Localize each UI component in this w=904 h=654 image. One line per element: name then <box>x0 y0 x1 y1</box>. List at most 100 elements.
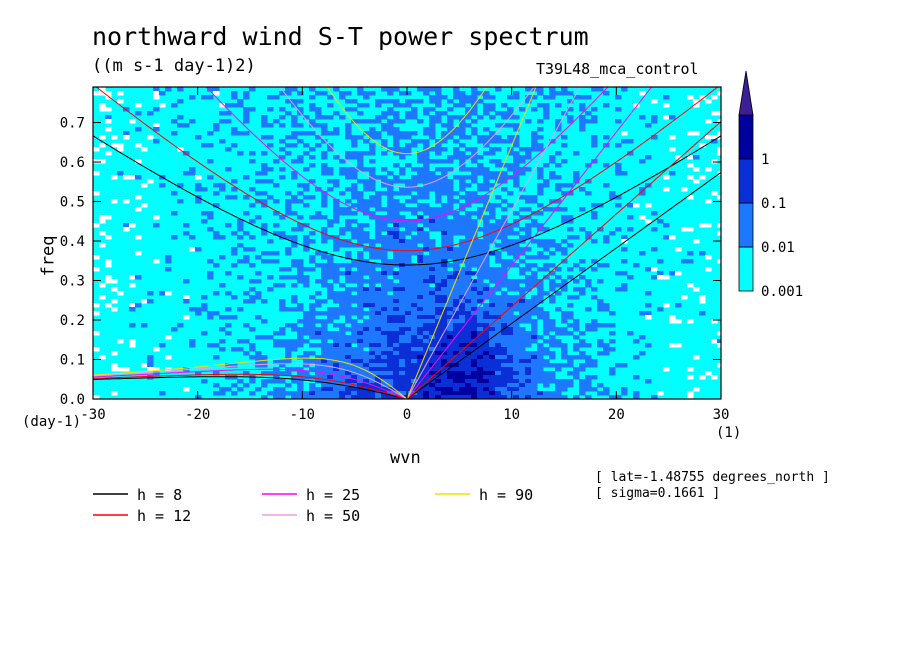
spectrum-cell <box>327 171 334 176</box>
spectrum-cell <box>237 223 244 228</box>
spectrum-cell <box>375 295 382 300</box>
spectrum-cell <box>489 339 496 344</box>
spectrum-cell <box>387 87 394 92</box>
spectrum-cell <box>537 143 544 148</box>
spectrum-cell <box>543 291 550 296</box>
spectrum-cell <box>99 295 106 300</box>
spectrum-cell <box>375 383 382 388</box>
spectrum-cell <box>105 119 112 124</box>
spectrum-cell <box>387 247 394 252</box>
spectrum-cell <box>297 379 304 384</box>
spectrum-cell <box>285 307 292 312</box>
spectrum-cell <box>297 227 304 232</box>
spectrum-cell <box>495 323 502 328</box>
spectrum-cell <box>309 391 316 396</box>
spectrum-cell <box>327 355 334 360</box>
spectrum-cell <box>177 199 184 204</box>
spectrum-cell <box>405 163 412 168</box>
spectrum-cell <box>243 323 250 328</box>
spectrum-cell <box>105 235 112 240</box>
spectrum-cell <box>447 119 454 124</box>
spectrum-cell <box>663 187 670 192</box>
spectrum-cell <box>441 167 448 172</box>
spectrum-cell <box>381 255 388 260</box>
spectrum-cell <box>357 375 364 380</box>
spectrum-cell <box>93 347 100 352</box>
spectrum-cell <box>231 231 238 236</box>
spectrum-cell <box>441 179 448 184</box>
spectrum-cell <box>483 323 490 328</box>
spectrum-cell <box>285 275 292 280</box>
spectrum-cell <box>303 275 310 280</box>
spectrum-cell <box>381 87 388 92</box>
spectrum-cell <box>387 367 394 372</box>
spectrum-cell <box>549 159 556 164</box>
spectrum-cell <box>537 223 544 228</box>
spectrum-cell <box>345 371 352 376</box>
spectrum-cell <box>255 179 262 184</box>
spectrum-cell <box>417 227 424 232</box>
spectrum-cell <box>261 251 268 256</box>
spectrum-cell <box>333 295 340 300</box>
spectrum-cell <box>519 375 526 380</box>
spectrum-cell <box>507 323 514 328</box>
spectrum-cell <box>111 351 118 356</box>
spectrum-cell <box>411 295 418 300</box>
spectrum-cell <box>417 323 424 328</box>
spectrum-cell <box>399 339 406 344</box>
spectrum-cell <box>507 239 514 244</box>
spectrum-cell <box>693 103 700 108</box>
spectrum-cell <box>531 395 538 399</box>
spectrum-cell <box>243 195 250 200</box>
spectrum-cell <box>513 287 520 292</box>
spectrum-cell <box>423 283 430 288</box>
spectrum-cell <box>639 187 646 192</box>
spectrum-cell <box>513 363 520 368</box>
spectrum-cell <box>117 291 124 296</box>
spectrum-cell <box>555 163 562 168</box>
spectrum-cell <box>447 135 454 140</box>
spectrum-cell <box>489 171 496 176</box>
spectrum-cell <box>561 363 568 368</box>
spectrum-cell <box>297 139 304 144</box>
spectrum-cell <box>561 387 568 392</box>
spectrum-cell <box>579 351 586 356</box>
spectrum-cell <box>435 91 442 96</box>
spectrum-cell <box>543 115 550 120</box>
spectrum-cell <box>333 267 340 272</box>
spectrum-cell <box>195 307 202 312</box>
spectrum-cell <box>339 191 346 196</box>
spectrum-cell <box>285 111 292 116</box>
spectrum-cell <box>357 367 364 372</box>
spectrum-cell <box>651 119 658 124</box>
spectrum-cell <box>273 359 280 364</box>
spectrum-cell <box>153 87 160 92</box>
spectrum-cell <box>393 259 400 264</box>
spectrum-cell <box>285 339 292 344</box>
spectrum-cell <box>411 199 418 204</box>
spectrum-cell <box>531 327 538 332</box>
spectrum-cell <box>255 191 262 196</box>
spectrum-cell <box>381 179 388 184</box>
spectrum-cell <box>423 219 430 224</box>
spectrum-cell <box>321 279 328 284</box>
spectrum-cell <box>387 319 394 324</box>
spectrum-cell <box>531 355 538 360</box>
spectrum-cell <box>483 171 490 176</box>
spectrum-cell <box>291 123 298 128</box>
spectrum-cell <box>129 323 136 328</box>
legend-label: h = 12 <box>137 507 191 525</box>
spectrum-cell <box>333 395 340 399</box>
spectrum-cell <box>429 355 436 360</box>
spectrum-cell <box>459 103 466 108</box>
spectrum-cell <box>291 395 298 399</box>
spectrum-cell <box>489 103 496 108</box>
spectrum-cell <box>309 351 316 356</box>
spectrum-cell <box>591 143 598 148</box>
spectrum-cell <box>549 279 556 284</box>
spectrum-cell <box>399 243 406 248</box>
spectrum-cell <box>345 131 352 136</box>
spectrum-cell <box>429 239 436 244</box>
spectrum-cell <box>489 299 496 304</box>
spectrum-cell <box>201 307 208 312</box>
